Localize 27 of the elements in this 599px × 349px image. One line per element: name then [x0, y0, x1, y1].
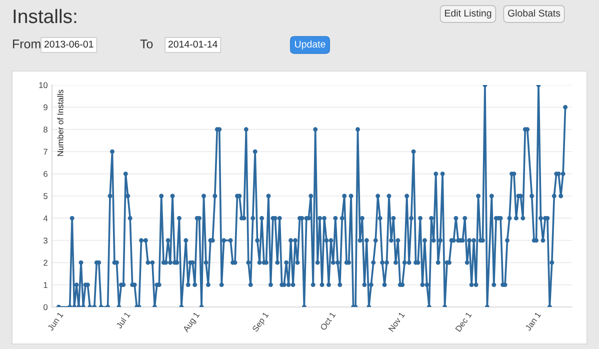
text: Global Stats [508, 9, 560, 17]
y-tick-label: 10 [39, 82, 48, 88]
y-tick-label: 5 [44, 193, 48, 200]
text: From [13, 40, 40, 48]
x-tick-label: Jul 1 [116, 312, 130, 329]
chart-title: Installs: [14, 8, 76, 24]
text: To [140, 40, 153, 48]
x-tick-label: Jun 1 [47, 312, 64, 332]
x-tick-label: Dec 1 [455, 312, 472, 332]
y-tick-label: 4 [43, 215, 48, 222]
text: Update [295, 40, 326, 50]
text: 2013-06-01 [44, 40, 94, 48]
y-axis-title: Number of Installs [57, 90, 64, 156]
x-tick-label: Sep 1 [252, 312, 270, 334]
y-tick-label: 7 [44, 148, 48, 155]
x-tick-label: Jan 1 [524, 312, 542, 332]
y-tick-label: 8 [44, 126, 48, 132]
y-tick-label: 2 [44, 260, 48, 266]
x-tick-label: Nov 1 [388, 312, 405, 332]
text: 2014-01-14 [168, 40, 218, 48]
y-tick-label: 3 [44, 238, 48, 244]
y-tick-label: 0 [44, 304, 48, 310]
y-tick-label: 9 [44, 104, 48, 110]
y-tick-label: 1 [44, 282, 48, 288]
text: Edit Listing [445, 9, 492, 19]
x-tick-label: Oct 1 [320, 312, 336, 331]
y-tick-label: 6 [44, 171, 48, 177]
